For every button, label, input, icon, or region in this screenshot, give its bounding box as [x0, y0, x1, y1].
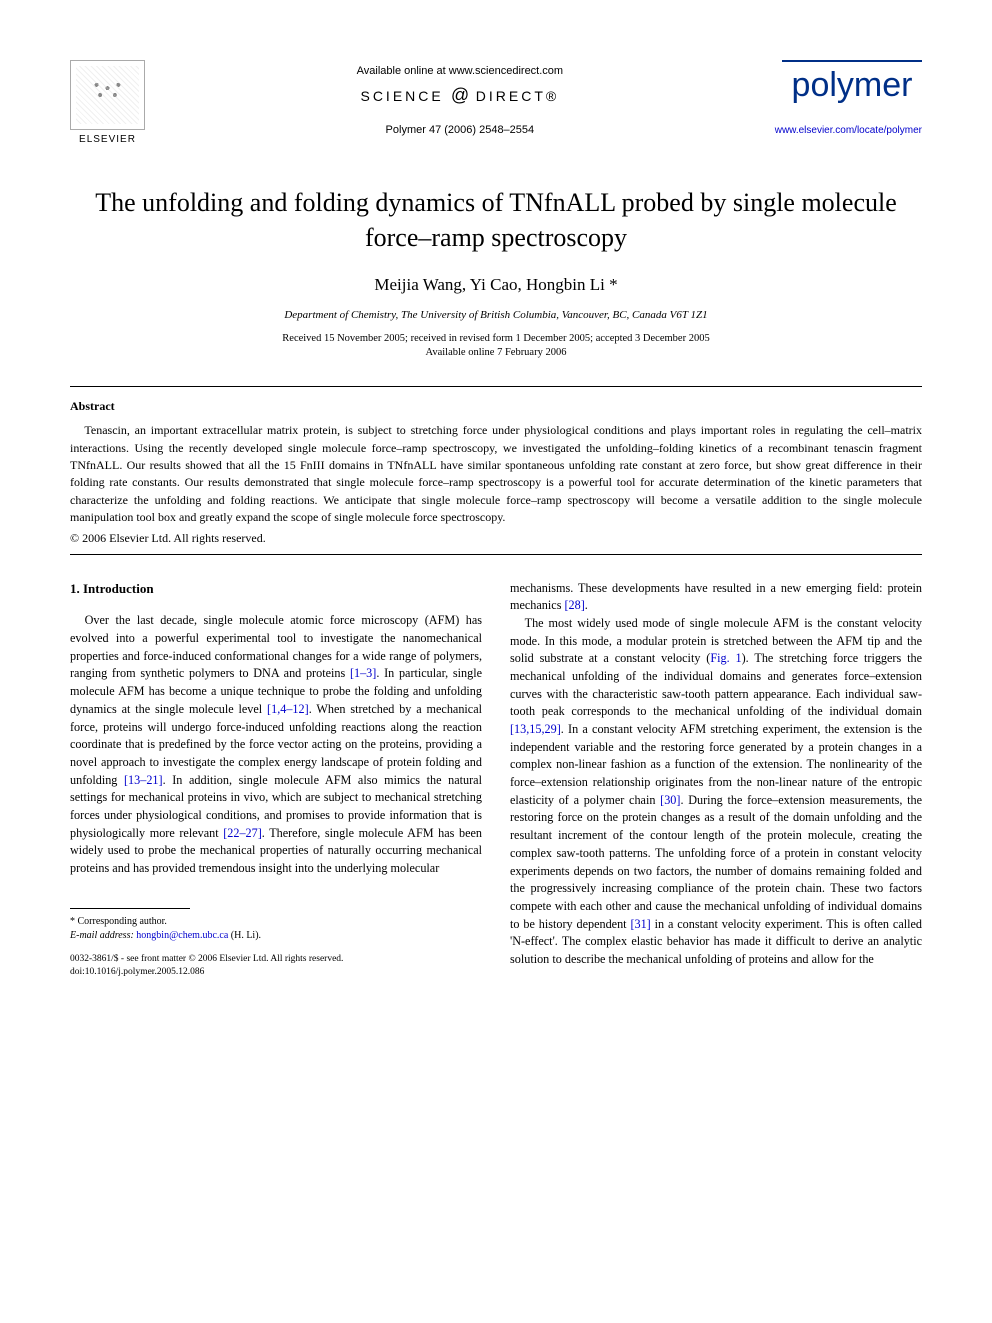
corresponding-author: * Corresponding author. — [70, 915, 482, 929]
intro-para-1: Over the last decade, single molecule at… — [70, 612, 482, 877]
ref-link-30[interactable]: [30] — [660, 793, 680, 807]
ref-link-22-27[interactable]: [22–27] — [223, 826, 262, 840]
abstract-text: Tenascin, an important extracellular mat… — [70, 422, 922, 526]
header-row: ELSEVIER Available online at www.science… — [70, 60, 922, 150]
column-right: mechanisms. These developments have resu… — [510, 580, 922, 980]
article-title: The unfolding and folding dynamics of TN… — [70, 185, 922, 255]
issn-line: 0032-3861/$ - see front matter © 2006 El… — [70, 953, 482, 966]
elsevier-logo: ELSEVIER — [70, 60, 145, 150]
center-header: Available online at www.sciencedirect.co… — [145, 60, 775, 136]
footnote-rule — [70, 908, 190, 909]
intro-para-2: The most widely used mode of single mole… — [510, 615, 922, 969]
elsevier-text: ELSEVIER — [79, 134, 136, 145]
received-dates: Received 15 November 2005; received in r… — [70, 333, 922, 344]
footnote-block: * Corresponding author. E-mail address: … — [70, 915, 482, 943]
ref-link-1-4-12[interactable]: [1,4–12] — [267, 702, 309, 716]
doi-line: doi:10.1016/j.polymer.2005.12.086 — [70, 966, 482, 979]
sciencedirect-suffix: DIRECT® — [476, 88, 559, 104]
email-address[interactable]: hongbin@chem.ubc.ca — [136, 930, 228, 941]
abstract-bottom-rule — [70, 554, 922, 555]
elsevier-tree-icon — [70, 60, 145, 130]
text-span: . During the force–extension measurement… — [510, 793, 922, 931]
abstract-top-rule — [70, 386, 922, 387]
available-online-date: Available online 7 February 2006 — [70, 347, 922, 358]
ref-link-31[interactable]: [31] — [630, 917, 650, 931]
affiliation: Department of Chemistry, The University … — [70, 309, 922, 321]
ref-link-13-21[interactable]: [13–21] — [124, 773, 163, 787]
section-heading-intro: 1. Introduction — [70, 580, 482, 599]
email-label: E-mail address: — [70, 930, 134, 941]
polymer-url[interactable]: www.elsevier.com/locate/polymer — [775, 125, 922, 136]
available-online-text: Available online at www.sciencedirect.co… — [145, 65, 775, 77]
authors: Meijia Wang, Yi Cao, Hongbin Li * — [70, 275, 922, 295]
ref-link-1-3[interactable]: [1–3] — [350, 666, 376, 680]
text-span: . — [585, 598, 588, 612]
two-column-body: 1. Introduction Over the last decade, si… — [70, 580, 922, 980]
ref-link-13-15-29[interactable]: [13,15,29] — [510, 722, 561, 736]
email-line: E-mail address: hongbin@chem.ubc.ca (H. … — [70, 929, 482, 943]
polymer-block: polymer www.elsevier.com/locate/polymer — [775, 60, 922, 136]
doi-block: 0032-3861/$ - see front matter © 2006 El… — [70, 953, 482, 980]
sciencedirect-prefix: SCIENCE — [360, 88, 443, 104]
journal-reference: Polymer 47 (2006) 2548–2554 — [145, 124, 775, 136]
column-left: 1. Introduction Over the last decade, si… — [70, 580, 482, 980]
sciencedirect-logo: SCIENCE @ DIRECT® — [145, 85, 775, 106]
abstract-copyright: © 2006 Elsevier Ltd. All rights reserved… — [70, 531, 922, 546]
abstract-heading: Abstract — [70, 399, 922, 414]
email-suffix: (H. Li). — [231, 930, 261, 941]
fig-link-1[interactable]: Fig. 1 — [710, 651, 741, 665]
intro-para-1-continued: mechanisms. These developments have resu… — [510, 580, 922, 615]
sciencedirect-at-icon: @ — [451, 85, 469, 105]
polymer-logo: polymer — [782, 60, 922, 105]
ref-link-28[interactable]: [28] — [564, 598, 584, 612]
